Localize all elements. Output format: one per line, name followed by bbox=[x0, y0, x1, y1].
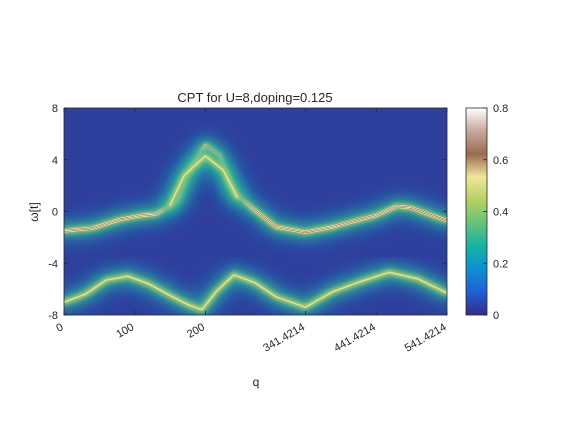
x-tick-label: 341.4214 bbox=[261, 321, 307, 354]
chart-title: CPT for U=8,doping=0.125 bbox=[177, 90, 332, 105]
y-axis-label: ω[t] bbox=[27, 202, 41, 221]
x-tick-label: 100 bbox=[114, 321, 136, 341]
x-tick-label: 0 bbox=[54, 321, 65, 334]
colorbar-tick-label: 0.6 bbox=[493, 155, 508, 167]
plot-area bbox=[63, 107, 448, 316]
colorbar: 0.8 0.6 0.4 0.2 0 bbox=[465, 103, 508, 322]
band-3 bbox=[159, 144, 249, 216]
y-tick-label: 4 bbox=[52, 155, 58, 167]
colorbar-tick-label: 0 bbox=[493, 310, 499, 322]
y-tick-label: -4 bbox=[48, 258, 58, 270]
x-tick-label: 541.4214 bbox=[403, 321, 449, 354]
band-2 bbox=[64, 261, 447, 315]
x-axis-label: q bbox=[253, 375, 260, 389]
y-axis: 8 4 0 -4 -8 bbox=[48, 103, 447, 322]
colorbar-tick-label: 0.2 bbox=[493, 258, 508, 270]
y-tick-label: -8 bbox=[48, 310, 58, 322]
colorbar-tick-label: 0.4 bbox=[493, 207, 508, 219]
y-tick-label: 0 bbox=[52, 207, 58, 219]
x-tick-label: 200 bbox=[185, 321, 207, 341]
x-tick-label: 441.4214 bbox=[332, 321, 378, 354]
y-tick-label: 8 bbox=[52, 103, 58, 115]
colorbar-tick-label: 0.8 bbox=[493, 103, 508, 115]
